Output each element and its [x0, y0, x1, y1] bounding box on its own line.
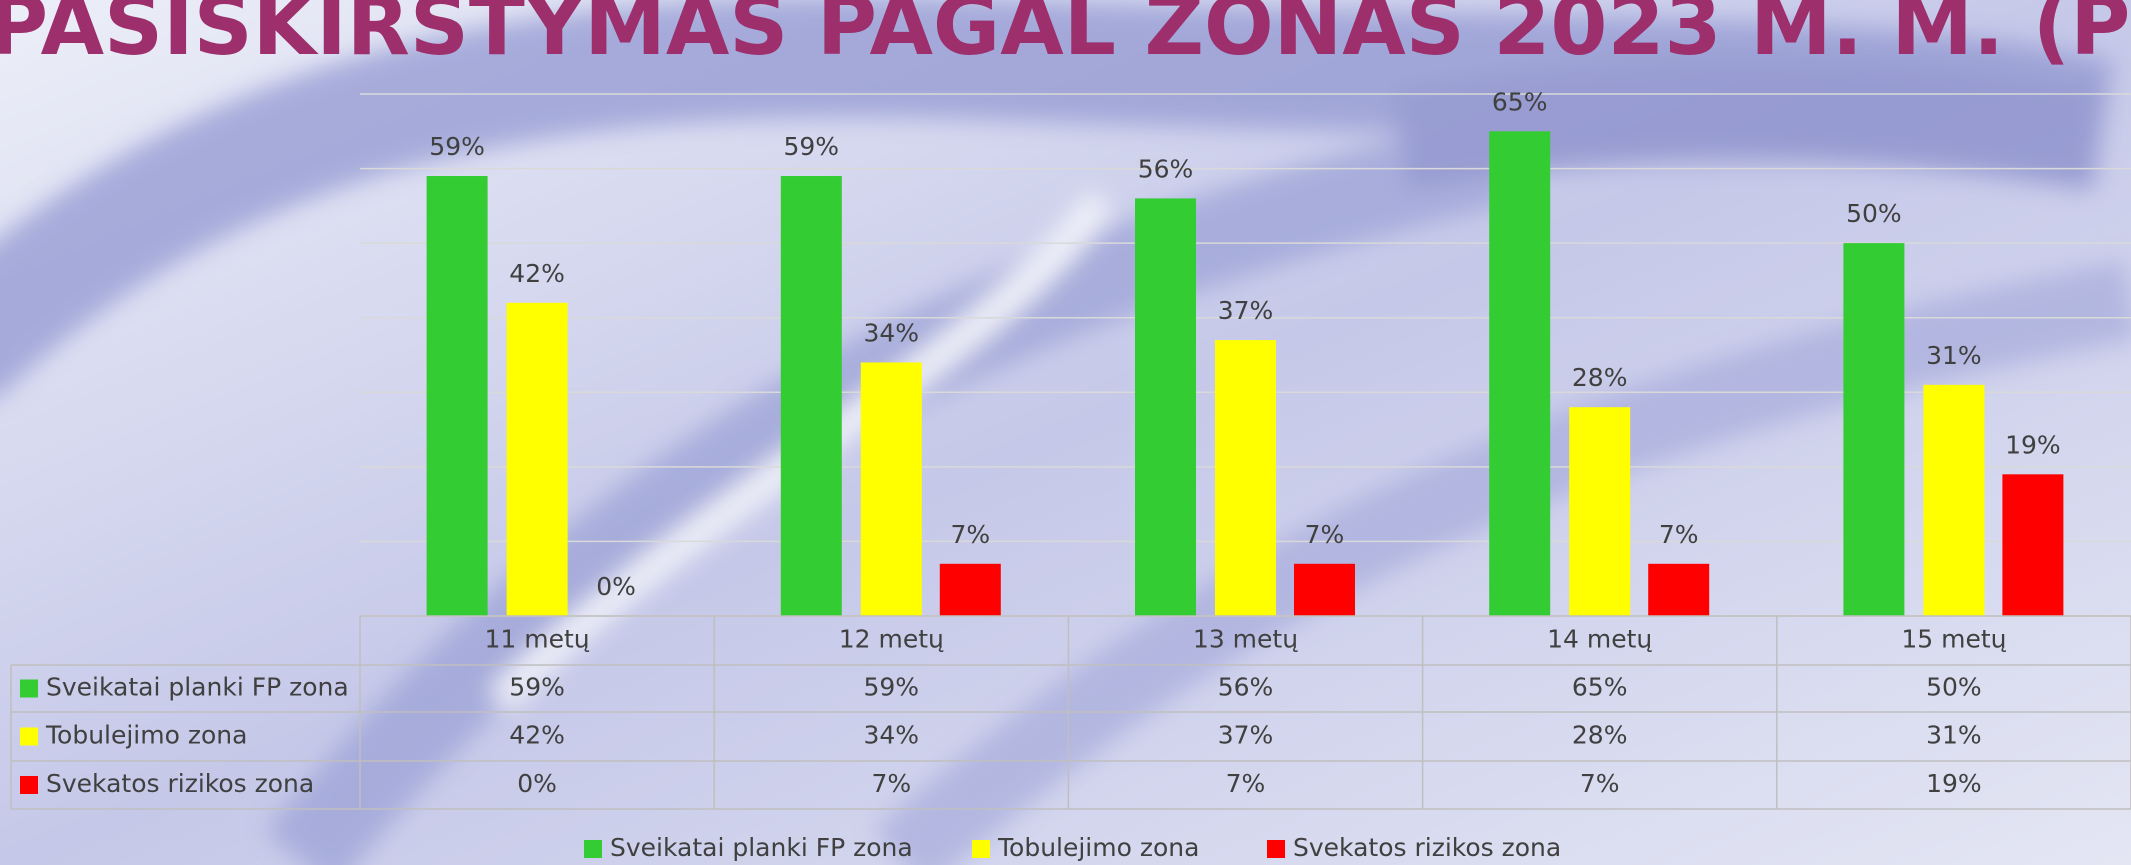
bar — [861, 362, 922, 616]
table-cell: 31% — [1926, 721, 1982, 750]
bar — [1215, 340, 1276, 616]
table-swatch — [20, 728, 38, 746]
data-label: 7% — [1659, 520, 1699, 549]
bar — [1489, 131, 1550, 616]
bar — [781, 176, 842, 616]
table-cell: 34% — [864, 721, 920, 750]
data-label: 56% — [1138, 154, 1194, 183]
table-cell: 37% — [1218, 721, 1274, 750]
chart: PASISKIRSTYMAS PAGAL ZONAS 2023 M. M. (P… — [0, 0, 2131, 865]
bar — [940, 564, 1001, 616]
table-row-label: Svekatos rizikos zona — [46, 769, 314, 798]
chart-title: PASISKIRSTYMAS PAGAL ZONAS 2023 M. M. (P… — [0, 0, 2131, 74]
data-label: 7% — [950, 520, 990, 549]
data-label: 31% — [1926, 341, 1982, 370]
table-cell: 7% — [871, 769, 911, 798]
table-cell: 42% — [509, 721, 565, 750]
table-row-label: Sveikatai planki FP zona — [46, 673, 349, 702]
legend-swatch — [584, 840, 602, 858]
x-tick-label: 13 metų — [1193, 625, 1298, 654]
bar — [1648, 564, 1709, 616]
bar — [2002, 474, 2063, 616]
bar — [1569, 407, 1630, 616]
legend-swatch — [1267, 840, 1285, 858]
legend-label: Tobulejimo zona — [997, 833, 1199, 862]
x-tick-label: 15 metų — [1901, 625, 2006, 654]
x-tick-label: 14 metų — [1547, 625, 1652, 654]
data-label: 59% — [784, 132, 840, 161]
data-label: 34% — [864, 318, 920, 347]
x-tick-label: 11 metų — [485, 625, 590, 654]
legend-label: Svekatos rizikos zona — [1293, 833, 1561, 862]
data-label: 7% — [1305, 520, 1345, 549]
table-swatch — [20, 680, 38, 698]
bar — [1294, 564, 1355, 616]
bar — [1135, 198, 1196, 616]
table-cell: 56% — [1218, 673, 1274, 702]
data-label: 0% — [596, 572, 636, 601]
legend-label: Sveikatai planki FP zona — [610, 833, 913, 862]
table-cell: 7% — [1226, 769, 1266, 798]
table-cell: 28% — [1572, 721, 1628, 750]
data-label: 28% — [1572, 363, 1628, 392]
page: PASISKIRSTYMAS PAGAL ZONAS 2023 M. M. (P… — [0, 0, 2131, 865]
data-label: 19% — [2005, 430, 2061, 459]
table-row-label: Tobulejimo zona — [45, 721, 247, 750]
data-label: 50% — [1846, 199, 1902, 228]
bar — [507, 303, 568, 616]
x-tick-label: 12 metų — [839, 625, 944, 654]
bar — [1923, 385, 1984, 616]
table-cell: 50% — [1926, 673, 1982, 702]
table-swatch — [20, 776, 38, 794]
data-label: 37% — [1218, 296, 1274, 325]
table-cell: 59% — [864, 673, 920, 702]
bar — [427, 176, 488, 616]
table-cell: 0% — [517, 769, 557, 798]
legend-swatch — [972, 840, 990, 858]
table-cell: 19% — [1926, 769, 1982, 798]
data-label: 65% — [1492, 87, 1548, 116]
table-cell: 7% — [1580, 769, 1620, 798]
data-label: 42% — [509, 259, 565, 288]
table-cell: 59% — [509, 673, 565, 702]
table-cell: 65% — [1572, 673, 1628, 702]
data-label: 59% — [429, 132, 485, 161]
bar — [1843, 243, 1904, 616]
